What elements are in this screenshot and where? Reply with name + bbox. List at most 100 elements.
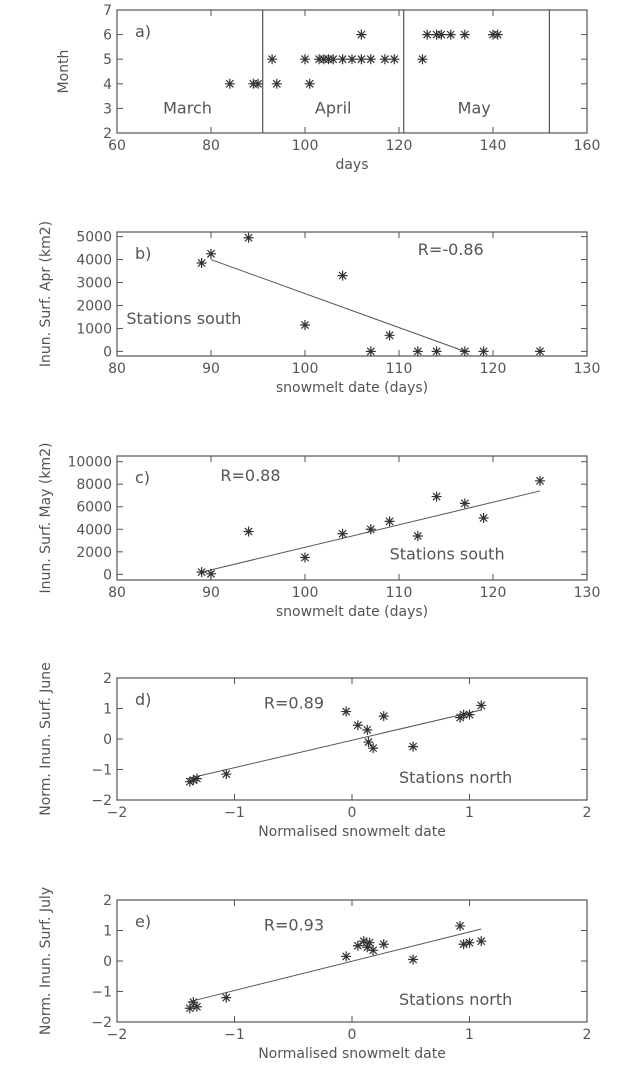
group-label: Stations south xyxy=(126,309,241,328)
x-axis-label: Normalised snowmelt date xyxy=(258,1046,446,1062)
y-tick-label: 4000 xyxy=(76,253,112,269)
panel-label: e) xyxy=(135,912,151,931)
x-tick-label: 130 xyxy=(574,585,601,601)
y-tick-label: −1 xyxy=(91,985,112,1001)
y-tick-label: 6 xyxy=(103,28,112,44)
data-point xyxy=(267,54,278,65)
data-point xyxy=(535,346,545,357)
data-point xyxy=(368,743,379,754)
plot-frame xyxy=(116,231,588,357)
data-point xyxy=(188,997,199,1008)
data-point xyxy=(363,737,374,748)
y-tick-label: 1 xyxy=(103,924,112,940)
panel-label: c) xyxy=(135,468,150,487)
data-point xyxy=(459,346,470,357)
y-tick-label: 2 xyxy=(103,126,112,142)
data-point xyxy=(408,741,419,752)
y-tick-label: 2000 xyxy=(76,545,112,561)
y-tick-label: 2 xyxy=(103,671,112,687)
data-point xyxy=(384,330,395,341)
correlation-label: R=0.89 xyxy=(264,694,324,713)
y-tick-label: 8000 xyxy=(76,477,112,493)
y-tick-label: 5 xyxy=(103,52,112,68)
x-tick-label: −1 xyxy=(224,805,245,821)
x-tick-label: 1 xyxy=(465,805,474,821)
data-point xyxy=(196,258,207,268)
panel-label: d) xyxy=(135,690,151,709)
data-point xyxy=(408,954,419,965)
data-point xyxy=(464,937,475,948)
y-axis-label: Norm. Inun. Surf. June xyxy=(38,662,54,816)
correlation-label: R=0.88 xyxy=(220,466,280,485)
y-tick-label: 0 xyxy=(103,567,112,583)
data-point xyxy=(464,709,475,720)
panel-e: −2 −1 0 1 2 −2 −1 0 1 2 Normalised snowmelt date No… xyxy=(38,887,591,1062)
data-point xyxy=(459,29,470,40)
x-tick-label: 60 xyxy=(108,138,126,154)
data-point xyxy=(417,54,428,65)
data-point xyxy=(337,528,348,539)
data-point xyxy=(368,945,379,956)
panel-c: 80 90 100 110 120 130 0 2000 4000 6000 8000 10000 sn… xyxy=(38,443,600,620)
x-tick-label: 80 xyxy=(202,138,220,154)
data-point xyxy=(364,937,375,948)
y-tick-label: 0 xyxy=(103,732,112,748)
data-point xyxy=(535,475,545,486)
y-tick-label: −2 xyxy=(91,793,112,809)
data-point xyxy=(362,724,373,735)
data-point xyxy=(221,769,232,780)
data-point xyxy=(412,346,423,357)
panel-d: −2 −1 0 1 2 −2 −1 0 1 2 Normalised snowmelt date No… xyxy=(38,662,591,840)
data-point xyxy=(431,346,442,357)
y-tick-label: 1000 xyxy=(76,321,112,337)
data-point xyxy=(436,29,447,40)
data-point xyxy=(476,700,487,711)
data-point xyxy=(271,78,282,89)
data-point xyxy=(459,498,470,509)
data-point xyxy=(431,491,442,502)
x-tick-label: 110 xyxy=(386,585,413,601)
data-point xyxy=(352,720,363,731)
x-tick-label: −1 xyxy=(224,1027,245,1043)
x-tick-label: 110 xyxy=(386,361,413,377)
x-tick-label: 100 xyxy=(292,361,319,377)
y-tick-label: 0 xyxy=(103,954,112,970)
panel-b: 80 90 100 110 120 130 0 1000 2000 3000 4000 5000 sno… xyxy=(38,221,600,396)
y-axis-label: Month xyxy=(56,50,72,94)
x-tick-label: 160 xyxy=(574,138,601,154)
x-axis-label: Normalised snowmelt date xyxy=(258,824,446,840)
data-point xyxy=(300,54,310,65)
data-point xyxy=(352,940,363,951)
data-point xyxy=(478,346,489,357)
data-point xyxy=(445,29,456,40)
month-label: April xyxy=(315,98,352,117)
y-tick-label: 4000 xyxy=(76,522,112,538)
data-point xyxy=(191,773,202,784)
x-tick-label: 0 xyxy=(348,1027,357,1043)
y-tick-label: 5000 xyxy=(76,230,112,246)
x-tick-label: 120 xyxy=(480,361,507,377)
x-tick-label: 0 xyxy=(348,805,357,821)
data-point xyxy=(458,709,469,720)
y-axis-label: Norm. Inun. Surf. July xyxy=(38,887,54,1035)
correlation-label: R=-0.86 xyxy=(418,240,484,259)
y-tick-label: 3000 xyxy=(76,276,112,292)
x-tick-label: 100 xyxy=(292,585,319,601)
data-point xyxy=(458,939,469,950)
y-tick-label: 1 xyxy=(103,702,112,718)
y-axis-label: Inun. Surf. May (km2) xyxy=(38,443,54,594)
data-point xyxy=(378,939,389,950)
data-point xyxy=(206,248,216,259)
correlation-label: R=0.93 xyxy=(264,916,324,935)
data-point xyxy=(384,516,395,527)
x-tick-label: 1 xyxy=(465,1027,474,1043)
data-point xyxy=(243,526,254,537)
panel-label: a) xyxy=(135,22,151,41)
data-point xyxy=(455,920,466,931)
group-label: Stations north xyxy=(399,768,512,787)
data-point xyxy=(206,568,216,579)
data-point xyxy=(196,567,207,578)
group-label: Stations north xyxy=(399,990,512,1009)
data-point xyxy=(422,29,433,40)
data-point xyxy=(389,54,400,65)
